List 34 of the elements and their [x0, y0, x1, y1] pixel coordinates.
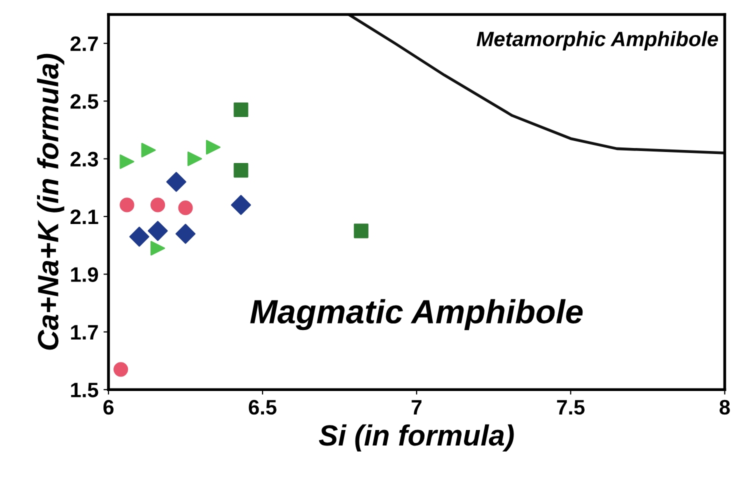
- point: [120, 154, 134, 169]
- point: [120, 198, 134, 212]
- point: [187, 152, 202, 166]
- x-tick-label: 7: [412, 400, 422, 414]
- point: [234, 163, 248, 178]
- y-tick-label: 2.3: [70, 152, 98, 167]
- y-axis-title: Ca+Na+K (in formula): [37, 54, 64, 350]
- point: [230, 194, 251, 215]
- point: [166, 172, 186, 192]
- y-tick-label: 2.7: [70, 36, 98, 51]
- y-tick-label: 2.1: [70, 210, 98, 224]
- x-tick-label: 7.5: [557, 400, 585, 415]
- annotation: Magmatic Amphibole: [250, 299, 583, 330]
- y-tick-label: 1.9: [71, 267, 98, 282]
- point: [141, 142, 156, 158]
- y-tick-label: 1.7: [71, 325, 98, 340]
- y-tick-label: 1.5: [71, 382, 98, 398]
- x-axis-title: Si (in formula): [318, 424, 514, 452]
- point: [148, 220, 168, 241]
- x-tick-label: 6: [103, 400, 114, 415]
- point: [176, 224, 196, 244]
- point: [129, 226, 150, 247]
- point: [150, 198, 166, 212]
- point: [206, 140, 221, 155]
- line-series: [347, 14, 725, 154]
- x-tick-label: 8: [720, 400, 730, 415]
- point: [234, 102, 248, 118]
- x-tick-label: 6.5: [248, 400, 276, 415]
- y-tick-label: 2.5: [70, 94, 98, 109]
- point: [354, 224, 368, 238]
- point: [150, 240, 166, 256]
- point: [114, 362, 128, 377]
- annotation: Metamorphic Amphibole: [476, 31, 718, 50]
- point: [178, 200, 193, 216]
